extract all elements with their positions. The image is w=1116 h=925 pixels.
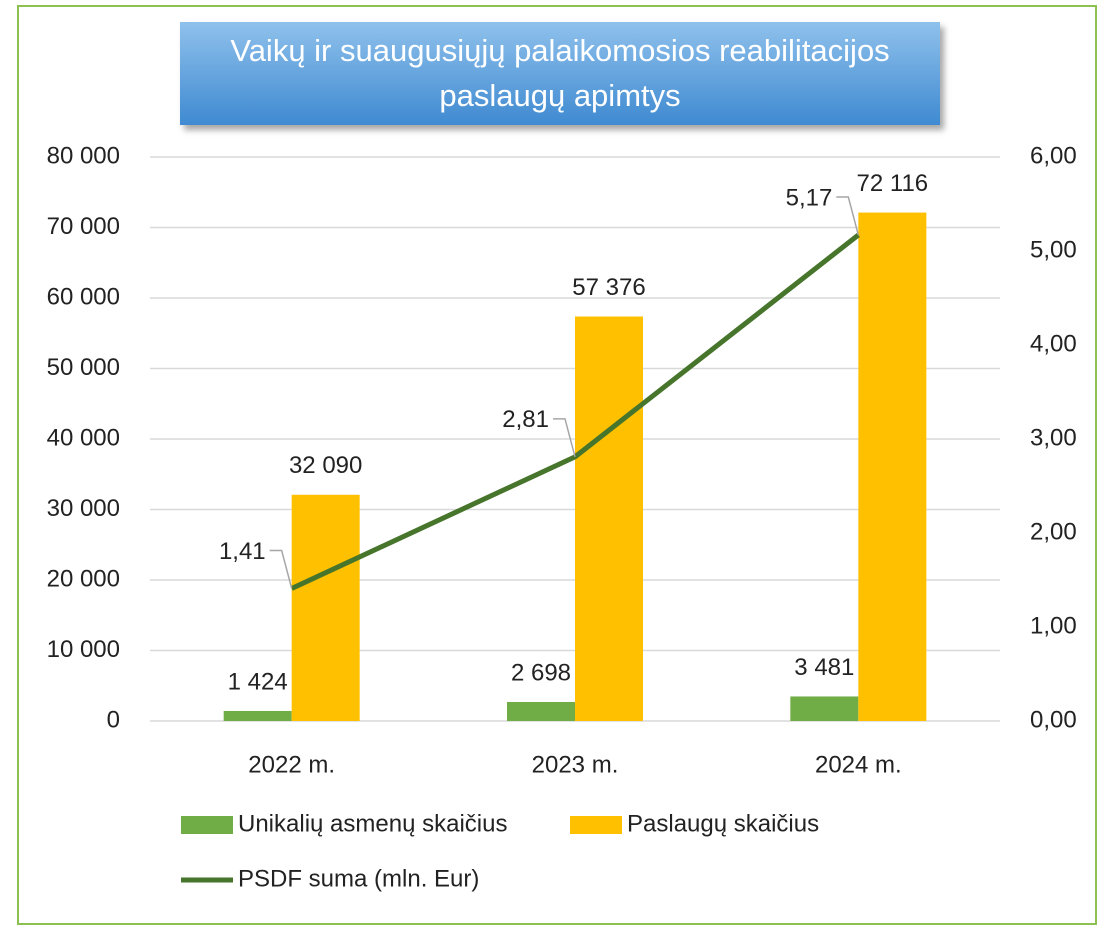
data-label: 2,81 [502, 406, 549, 433]
y-tick-label: 50 000 [47, 354, 120, 381]
bar [575, 316, 643, 721]
bar [291, 494, 360, 721]
x-tick-label: 2022 m. [248, 751, 335, 778]
y-tick-label: 40 000 [47, 424, 120, 451]
legend-swatch [181, 816, 233, 834]
y-tick-label: 10 000 [47, 636, 120, 663]
y2-tick-label: 2,00 [1030, 518, 1077, 545]
data-label: 2 698 [511, 659, 571, 686]
chart-title: Vaikų ir suaugusiųjų palaikomosios reabi… [180, 22, 940, 125]
bar [507, 701, 575, 721]
y-tick-label: 30 000 [47, 495, 120, 522]
leader-line [553, 418, 576, 458]
y2-tick-label: 1,00 [1030, 612, 1077, 639]
legend-label: PSDF suma (mln. Eur) [238, 865, 479, 892]
leader-line [836, 196, 860, 236]
y-tick-label: 80 000 [47, 142, 120, 169]
bar [858, 212, 927, 721]
leader-line [269, 549, 293, 589]
y2-tick-label: 5,00 [1030, 236, 1077, 263]
x-tick-label: 2023 m. [532, 751, 619, 778]
y2-tick-label: 3,00 [1030, 424, 1077, 451]
legend-label: Unikalių asmenų skaičius [238, 810, 507, 837]
bar [790, 696, 859, 721]
data-label: 57 376 [572, 274, 645, 301]
y-tick-label: 20 000 [47, 565, 120, 592]
y2-tick-label: 6,00 [1030, 142, 1077, 169]
y-tick-label: 70 000 [47, 213, 120, 240]
data-label: 5,17 [786, 184, 833, 211]
data-label: 32 090 [289, 452, 362, 479]
y2-tick-label: 4,00 [1030, 330, 1077, 357]
y2-tick-label: 0,00 [1030, 706, 1077, 733]
data-label: 3 481 [794, 654, 854, 681]
x-tick-label: 2024 m. [815, 751, 902, 778]
y-tick-label: 60 000 [47, 283, 120, 310]
legend-label: Paslaugų skaičius [627, 810, 819, 837]
y-tick-label: 0 [107, 706, 120, 733]
bar [223, 710, 292, 721]
data-label: 1 424 [228, 668, 288, 695]
data-label: 72 116 [857, 170, 929, 197]
legend-swatch [570, 816, 622, 834]
data-label: 1,41 [219, 538, 266, 565]
